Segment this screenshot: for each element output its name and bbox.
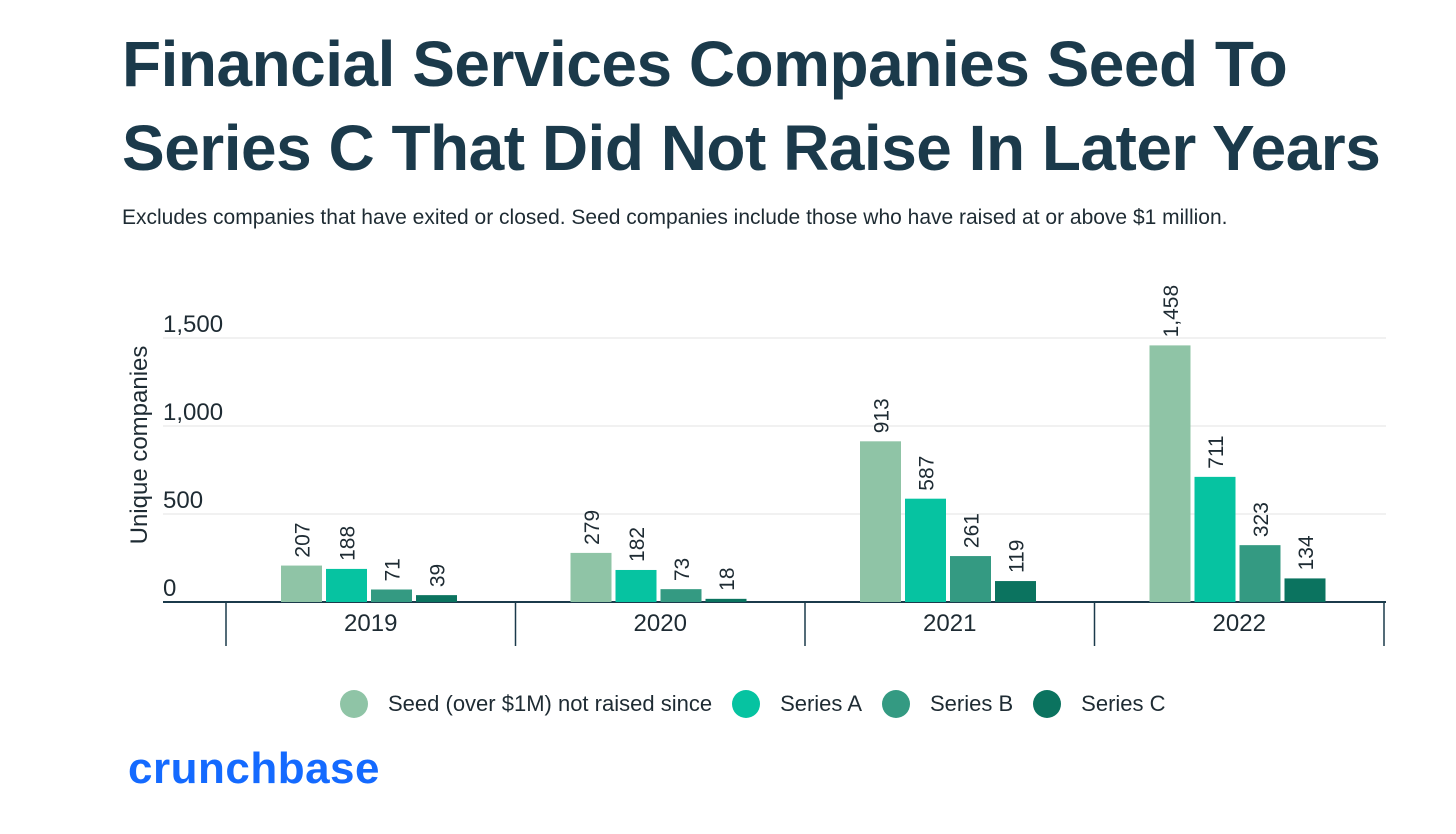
legend-swatch: [732, 690, 761, 718]
x-tick-label: 2020: [634, 610, 687, 637]
data-label: 279: [581, 510, 604, 545]
chart-title: Financial Services Companies Seed To Ser…: [122, 22, 1422, 190]
bar: [1149, 345, 1191, 602]
data-label: 71: [382, 558, 405, 581]
bar: [705, 598, 747, 602]
legend-label: Series C: [1081, 691, 1166, 716]
y-tick-label: 1,500: [163, 311, 223, 338]
legend-swatch: [882, 690, 910, 718]
data-label: 18: [716, 567, 739, 590]
data-label: 711: [1205, 435, 1228, 468]
data-label: 261: [961, 513, 984, 548]
legend-swatch: [1033, 690, 1062, 718]
bar: [570, 552, 612, 602]
data-label: 73: [671, 558, 694, 581]
crunchbase-logo: crunchbase: [128, 744, 380, 793]
data-label: 1,458: [1160, 285, 1183, 338]
bar: [1284, 578, 1326, 602]
data-label: 913: [871, 398, 894, 433]
chart-subtitle: Excludes companies that have exited or c…: [122, 206, 1228, 229]
x-tick-label: 2019: [344, 610, 397, 637]
bar: [1194, 476, 1236, 602]
y-tick-label: 0: [163, 575, 176, 602]
chart-legend: Seed (over $1M) not raised since Series A…: [340, 686, 1186, 722]
data-label: 207: [292, 523, 315, 558]
legend-item: Series A: [732, 690, 862, 718]
legend-label: Series B: [930, 691, 1014, 716]
bar: [416, 595, 457, 602]
y-tick-label: 500: [163, 487, 203, 514]
bar: [995, 581, 1036, 602]
y-axis-label: Unique companies: [126, 346, 153, 545]
bar: [860, 441, 901, 602]
legend-swatch: [340, 690, 368, 718]
x-tick-label: 2022: [1213, 610, 1266, 637]
chart-title-line-2: Series C That Did Not Raise In Later Yea…: [122, 112, 1381, 184]
bar: [950, 556, 991, 602]
legend-label: Series A: [780, 691, 862, 716]
legend-label: Seed (over $1M) not raised since: [388, 691, 713, 716]
legend-item: Seed (over $1M) not raised since: [340, 690, 712, 718]
bar: [281, 565, 322, 602]
data-label: 188: [337, 526, 360, 561]
data-label: 39: [427, 564, 450, 587]
data-label: 323: [1250, 502, 1273, 537]
data-label: 182: [626, 527, 649, 562]
data-label: 119: [1006, 540, 1029, 573]
bar: [905, 498, 946, 602]
data-label: 587: [916, 456, 939, 491]
bar: [1239, 545, 1281, 602]
bar: [615, 569, 657, 602]
data-label: 134: [1295, 535, 1318, 570]
chart-title-line-1: Financial Services Companies Seed To: [122, 28, 1288, 100]
bar: [326, 568, 367, 602]
legend-item: Series C: [1033, 690, 1166, 718]
y-tick-label: 1,000: [163, 399, 223, 426]
x-tick-label: 2021: [923, 610, 976, 637]
bar: [371, 589, 412, 602]
bar: [660, 589, 702, 602]
legend-item: Series B: [882, 690, 1013, 718]
